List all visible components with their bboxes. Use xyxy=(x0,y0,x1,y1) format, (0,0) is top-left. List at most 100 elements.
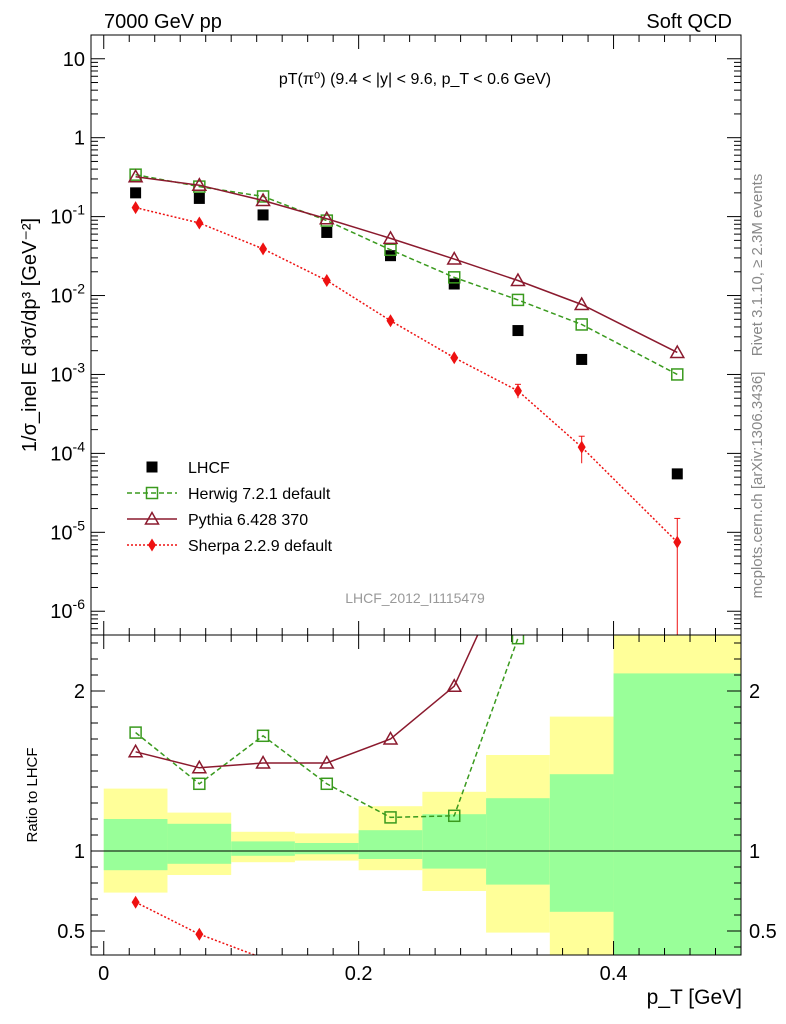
main-series-layer xyxy=(127,168,686,635)
band-inner xyxy=(422,814,487,869)
data-point-3 xyxy=(131,201,140,215)
ratio-ylabel: Ratio to LHCF xyxy=(24,747,41,842)
header-energy: 7000 GeV pp xyxy=(104,11,222,33)
band-inner xyxy=(167,823,232,864)
band-inner xyxy=(231,841,295,856)
ratio-uncertainty-bands xyxy=(91,635,741,955)
ratio-point-0 xyxy=(129,726,142,739)
data-point-0 xyxy=(193,192,205,204)
band-inner xyxy=(549,774,614,912)
series-line-1 xyxy=(135,173,678,376)
data-point-0 xyxy=(257,209,269,221)
main-ylabel: 1/σ_inel E d³σ/dp³ [GeV⁻²] xyxy=(19,218,41,452)
ratio-y-tick-label-left: 1 xyxy=(74,841,85,863)
ratio-y-tick-label-left: 0.5 xyxy=(57,921,85,943)
ratio-point-1 xyxy=(446,678,463,692)
data-point-3 xyxy=(513,384,522,398)
ratio-line-0 xyxy=(135,637,519,819)
x-tick-label: 0.4 xyxy=(600,963,628,985)
ratio-point-1 xyxy=(382,730,399,745)
ratio-point-1 xyxy=(191,759,208,774)
band-inner xyxy=(103,819,168,871)
header-category: Soft QCD xyxy=(646,11,732,33)
ratio-line-2 xyxy=(135,901,257,955)
data-point-1 xyxy=(447,271,461,284)
data-point-0 xyxy=(576,353,588,365)
data-point-3 xyxy=(450,351,459,365)
rivet-version-label: Rivet 3.1.10, ≥ 2.3M events xyxy=(749,174,766,357)
data-point-2 xyxy=(510,272,526,287)
ratio-point-0 xyxy=(447,809,461,823)
data-point-0 xyxy=(512,325,524,337)
y-tick-label: 10 xyxy=(63,49,85,71)
ratio-series-layer xyxy=(127,635,525,955)
band-inner xyxy=(486,798,550,885)
mcplots-reference-label: mcplots.cern.ch [arXiv:1306.3436] xyxy=(749,372,766,599)
ratio-frame xyxy=(90,634,742,956)
ratio-y-tick-label-right: 2 xyxy=(749,681,760,703)
data-point-3 xyxy=(195,216,204,230)
main-title: pT(π⁰) (9.4 < |y| < 9.6, p_T < 0.6 GeV) xyxy=(279,71,551,88)
legend-label: Pythia 6.428 370 xyxy=(188,512,308,529)
ratio-point-1 xyxy=(255,754,271,769)
legend-label: LHCF xyxy=(188,460,230,477)
data-point-2 xyxy=(446,251,463,265)
data-point-1 xyxy=(575,318,588,331)
y-tick-label: 10-3 xyxy=(50,359,85,386)
x-tick-label: 0.2 xyxy=(345,963,373,985)
band-inner xyxy=(294,843,359,855)
y-tick-label: 10-6 xyxy=(50,596,85,623)
ratio-point-0 xyxy=(384,811,397,824)
data-point-0 xyxy=(130,187,142,199)
data-point-3 xyxy=(577,440,586,454)
legend-label: Herwig 7.2.1 default xyxy=(188,486,331,503)
y-tick-label: 10-4 xyxy=(50,438,85,465)
band-inner xyxy=(358,830,423,859)
ratio-point-0 xyxy=(193,777,206,791)
y-tick-label: 10-5 xyxy=(50,517,85,544)
ratio-point-0 xyxy=(320,777,334,791)
ratio-y-tick-label-left: 2 xyxy=(74,681,85,703)
watermark-analysis-id: LHCF_2012_I1115479 xyxy=(345,590,485,606)
ratio-y-tick-label-right: 1 xyxy=(749,841,760,863)
ratio-point-0 xyxy=(511,635,525,645)
data-point-0 xyxy=(671,468,683,480)
band-inner xyxy=(613,673,741,955)
legend-marker xyxy=(146,461,158,473)
data-point-0 xyxy=(448,278,460,290)
data-point-2 xyxy=(191,177,208,191)
ratio-y-tick-label-right: 0.5 xyxy=(749,921,777,943)
x-axis-label: p_T [GeV] xyxy=(647,986,742,1009)
ratio-line-1 xyxy=(135,635,479,769)
ratio-point-2 xyxy=(131,895,140,909)
x-tick-label: 0 xyxy=(98,963,109,985)
ratio-axis-ticks: 0.5 0.5 1 1 2 2 0 0.2 0.4 xyxy=(57,635,777,985)
data-point-3 xyxy=(386,314,395,328)
data-point-2 xyxy=(669,344,686,359)
data-point-3 xyxy=(259,242,268,256)
data-point-0 xyxy=(321,226,333,238)
data-point-1 xyxy=(256,190,270,203)
data-point-3 xyxy=(673,535,682,549)
data-point-1 xyxy=(384,243,397,257)
series-line-2 xyxy=(135,175,678,354)
legend-marker xyxy=(145,486,159,500)
main-panel: 10-6 10-5 10-4 10-3 10-2 10-1 1 10 pT(π⁰) (9.4 … xyxy=(19,34,742,636)
legend: LHCF Herwig 7.2.1 default Pythia 6.428 370… xyxy=(127,460,333,555)
ratio-point-2 xyxy=(195,927,204,941)
data-point-2 xyxy=(318,210,335,225)
y-tick-label: 10-1 xyxy=(50,202,85,229)
data-point-2 xyxy=(382,230,399,245)
ratio-point-1 xyxy=(127,743,144,758)
data-point-2 xyxy=(127,168,144,183)
data-point-2 xyxy=(573,296,590,311)
legend-marker xyxy=(148,538,156,552)
data-point-3 xyxy=(322,274,331,288)
legend-label: Sherpa 2.2.9 default xyxy=(188,538,333,555)
data-point-1 xyxy=(511,293,525,307)
data-point-1 xyxy=(671,368,684,381)
ratio-point-0 xyxy=(256,729,270,743)
ratio-panel: 0.5 0.5 1 1 2 2 0 0.2 0.4 Ratio to LHCF p_T [GeV… xyxy=(24,634,777,1009)
ratio-point-1 xyxy=(318,754,335,769)
